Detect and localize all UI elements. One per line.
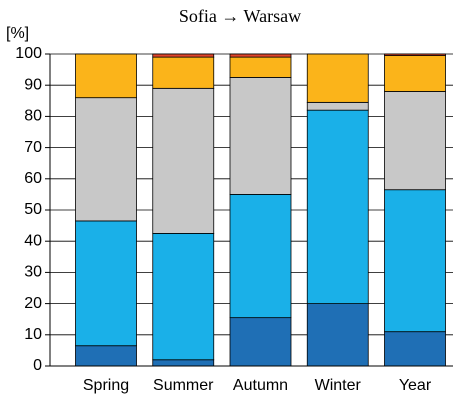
bar-segment — [384, 53, 446, 56]
x-tick-label: Winter — [315, 377, 362, 394]
bar-segment — [152, 56, 215, 89]
x-tick-label: Spring — [83, 377, 129, 394]
bar-segment — [384, 91, 446, 191]
bar-segment — [306, 101, 369, 111]
y-tick-label: 30 — [24, 264, 42, 281]
bar-segment — [152, 53, 215, 58]
y-tick-label: 80 — [24, 108, 42, 125]
bar-segment — [229, 56, 292, 78]
bar-segment — [75, 53, 137, 99]
y-tick-label: 0 — [33, 357, 42, 374]
bar-segment — [152, 87, 215, 234]
bar-segment — [229, 317, 292, 367]
bar-segment — [384, 331, 446, 367]
bar-segment — [384, 55, 446, 92]
bar-segment — [152, 359, 215, 367]
bar-segment — [75, 220, 137, 347]
bar-segment — [384, 189, 446, 333]
bar-segment — [306, 109, 369, 305]
bar-segment — [229, 53, 292, 58]
y-tick-label: 50 — [24, 201, 42, 218]
bar-segment — [152, 232, 215, 361]
x-tick-label: Autumn — [233, 377, 288, 394]
bar-segment — [306, 303, 369, 367]
y-tick-label: 20 — [24, 295, 42, 312]
y-tick-label: 90 — [24, 76, 42, 93]
bar-segment — [229, 77, 292, 195]
x-tick-label: Year — [399, 377, 432, 394]
y-tick-label: 100 — [15, 45, 42, 62]
bar-segment — [75, 97, 137, 222]
y-tick-label: 40 — [24, 232, 42, 249]
y-tick-label: 10 — [24, 326, 42, 343]
bar-segment — [75, 345, 137, 367]
x-tick-label: Summer — [153, 377, 214, 394]
chart-title: Sofia → Warsaw — [179, 6, 301, 26]
y-axis-label: [%] — [6, 25, 29, 42]
bar-segment — [306, 53, 369, 103]
y-tick-label: 70 — [24, 139, 42, 156]
y-tick-label: 60 — [24, 170, 42, 187]
bar-segment — [229, 193, 292, 319]
